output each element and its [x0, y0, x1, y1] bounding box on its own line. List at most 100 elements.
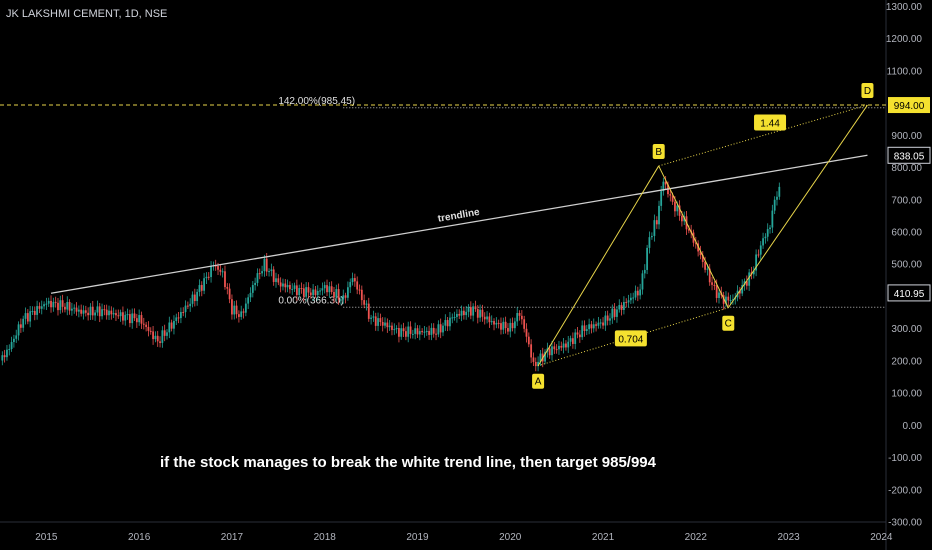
candle-body	[627, 300, 630, 303]
candle-body	[19, 324, 22, 328]
candle-body	[428, 330, 430, 335]
candle-body	[284, 283, 287, 288]
candle-body	[233, 305, 236, 315]
candle-body	[398, 328, 400, 337]
candle-body	[242, 311, 245, 313]
candle-body	[606, 315, 609, 321]
candle-body	[77, 309, 80, 312]
candle-body	[224, 271, 226, 288]
price-tick-label: 0.00	[903, 421, 923, 432]
candle-body	[363, 300, 366, 305]
candle-body	[439, 324, 442, 333]
abcd-pattern[interactable]: A B C D 1.44 0.704	[532, 83, 874, 389]
candle-body	[200, 285, 203, 291]
candle-body	[22, 318, 25, 328]
candle-body	[279, 282, 282, 287]
candle-body	[520, 315, 523, 320]
candle-body	[660, 191, 663, 206]
candle-body	[231, 299, 233, 315]
price-tick-label: 1300.00	[886, 2, 923, 13]
candle-body	[722, 295, 725, 304]
candle-body	[694, 242, 697, 244]
candle-body	[372, 316, 375, 318]
price-badge-label: 410.95	[894, 289, 925, 300]
candle-body	[175, 317, 178, 322]
candle-body	[17, 324, 20, 336]
candle-body	[272, 269, 275, 282]
candle-body	[115, 313, 117, 316]
candle-body	[147, 326, 150, 331]
candle-body	[305, 287, 308, 297]
candle-body	[381, 322, 384, 326]
candle-body	[13, 338, 15, 343]
candle-body	[126, 314, 129, 316]
candle-body	[604, 315, 607, 326]
price-tick-label: 800.00	[891, 163, 922, 174]
candle-body	[71, 308, 73, 311]
candle-body	[117, 315, 120, 317]
candle-body	[47, 300, 50, 304]
candle-body	[560, 345, 563, 348]
point-label: B	[655, 147, 662, 158]
candle-body	[87, 312, 90, 316]
candle-body	[312, 289, 315, 296]
candle-body	[156, 335, 159, 342]
candle-body	[548, 348, 551, 356]
candle-body	[326, 285, 328, 293]
candle-body	[592, 324, 595, 329]
candle-body	[80, 309, 83, 314]
candle-body	[101, 309, 103, 317]
candle-body	[228, 288, 231, 300]
candle-body	[26, 313, 29, 322]
candle-body	[437, 324, 440, 335]
candle-body	[581, 325, 584, 338]
candle-body	[597, 322, 600, 326]
candle-body	[553, 346, 556, 350]
candle-body	[706, 268, 709, 270]
candle-body	[57, 302, 59, 311]
candle-body	[516, 312, 519, 322]
candle-body	[613, 308, 616, 317]
candle-body	[203, 278, 206, 291]
candle-body	[558, 345, 560, 350]
candle-body	[490, 321, 493, 323]
candle-body	[569, 338, 572, 342]
candle-body	[103, 309, 106, 311]
candle-body	[275, 278, 277, 282]
candle-body	[444, 320, 447, 326]
candle-body	[36, 306, 39, 315]
candle-body	[289, 284, 291, 290]
candle-body	[502, 321, 505, 330]
candle-body	[590, 324, 593, 329]
candle-body	[618, 305, 621, 310]
price-tick-label: 1200.00	[886, 34, 923, 45]
candle-body	[159, 341, 161, 343]
candle-body	[347, 287, 349, 298]
candle-body	[358, 289, 361, 291]
point-badge	[532, 373, 545, 389]
price-tick-label: 200.00	[891, 356, 922, 367]
time-axis[interactable]: 2015 2016 2017 2018 2019 2020 2021 2022 2023 2024	[0, 521, 893, 543]
candle-body	[154, 335, 157, 340]
candle-body	[658, 205, 660, 225]
candle-body	[91, 306, 94, 316]
candle-body	[507, 328, 509, 332]
trendline[interactable]: trendline	[50, 154, 868, 294]
price-axis[interactable]: 1300.00 1200.00 1100.00 900.00 800.00 700.00 6…	[885, 0, 923, 550]
candle-body	[421, 331, 424, 333]
candle-body	[472, 306, 475, 316]
candle-body	[462, 310, 465, 316]
candle-body	[525, 328, 528, 337]
candle-body	[50, 300, 52, 308]
candle-body	[518, 312, 521, 316]
candle-body	[678, 205, 681, 216]
ratio-badge	[754, 114, 787, 131]
candle-body	[302, 288, 305, 297]
candle-body	[532, 357, 535, 362]
time-tick-label: 2018	[314, 532, 337, 543]
candle-body	[186, 305, 189, 307]
candle-body	[699, 251, 702, 256]
candle-body	[676, 205, 679, 212]
candle-body	[193, 294, 196, 302]
